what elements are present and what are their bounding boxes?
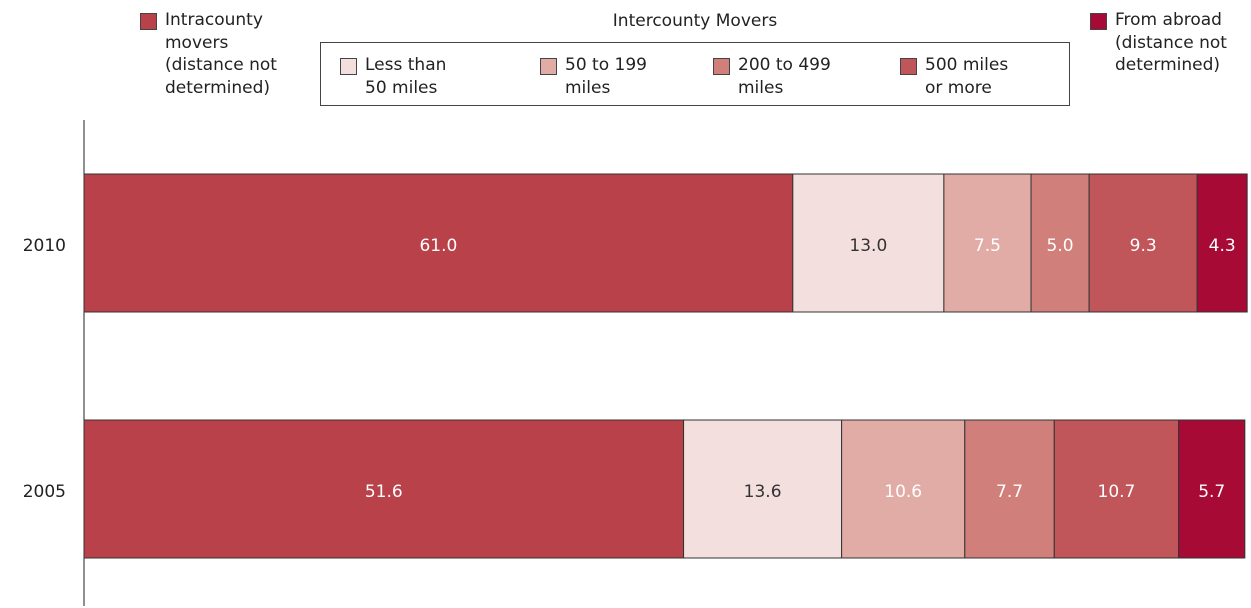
legend-label: 50 to 199 miles: [565, 55, 647, 98]
data-label: 10.7: [1098, 482, 1136, 502]
legend-swatch: [540, 58, 557, 75]
data-label: 10.6: [884, 482, 922, 502]
data-label: 4.3: [1209, 236, 1236, 256]
bar-segment: [1030, 173, 1090, 313]
legend-label: 500 miles or more: [925, 55, 1009, 98]
bar-segment: [1178, 419, 1246, 559]
legend-swatch: [900, 58, 917, 75]
legend-group-title: Intercounty Movers: [612, 11, 778, 31]
data-label: 7.5: [974, 236, 1001, 256]
data-label: 51.6: [365, 482, 403, 502]
legend-label: Intracounty movers (distance not determi…: [165, 10, 277, 98]
legend-swatch: [1090, 13, 1107, 30]
legend-group-box: [320, 42, 1070, 106]
bar-segment: [83, 173, 794, 313]
bar-segment: [683, 419, 843, 559]
data-label: 7.7: [996, 482, 1023, 502]
legend-swatch: [140, 13, 157, 30]
data-label: 5.7: [1198, 482, 1225, 502]
data-label: 13.6: [744, 482, 782, 502]
legend-label: From abroad (distance not determined): [1115, 10, 1227, 75]
data-label: 9.3: [1130, 236, 1157, 256]
data-label: 5.0: [1047, 236, 1074, 256]
legend-swatch: [340, 58, 357, 75]
data-label: 13.0: [849, 236, 887, 256]
y-tick-label: 2005: [23, 482, 66, 502]
bar-segment: [1088, 173, 1198, 313]
bar-segment: [1196, 173, 1248, 313]
legend-label: Less than 50 miles: [365, 55, 447, 98]
bar-segment: [1053, 419, 1180, 559]
legend-swatch: [713, 58, 730, 75]
bar-segment: [841, 419, 966, 559]
legend-label: 200 to 499 miles: [738, 55, 831, 98]
bar-segment: [943, 173, 1032, 313]
bar-segment: [792, 173, 945, 313]
data-label: 61.0: [419, 236, 457, 256]
bar-segment: [964, 419, 1055, 559]
y-tick-label: 2010: [23, 236, 66, 256]
